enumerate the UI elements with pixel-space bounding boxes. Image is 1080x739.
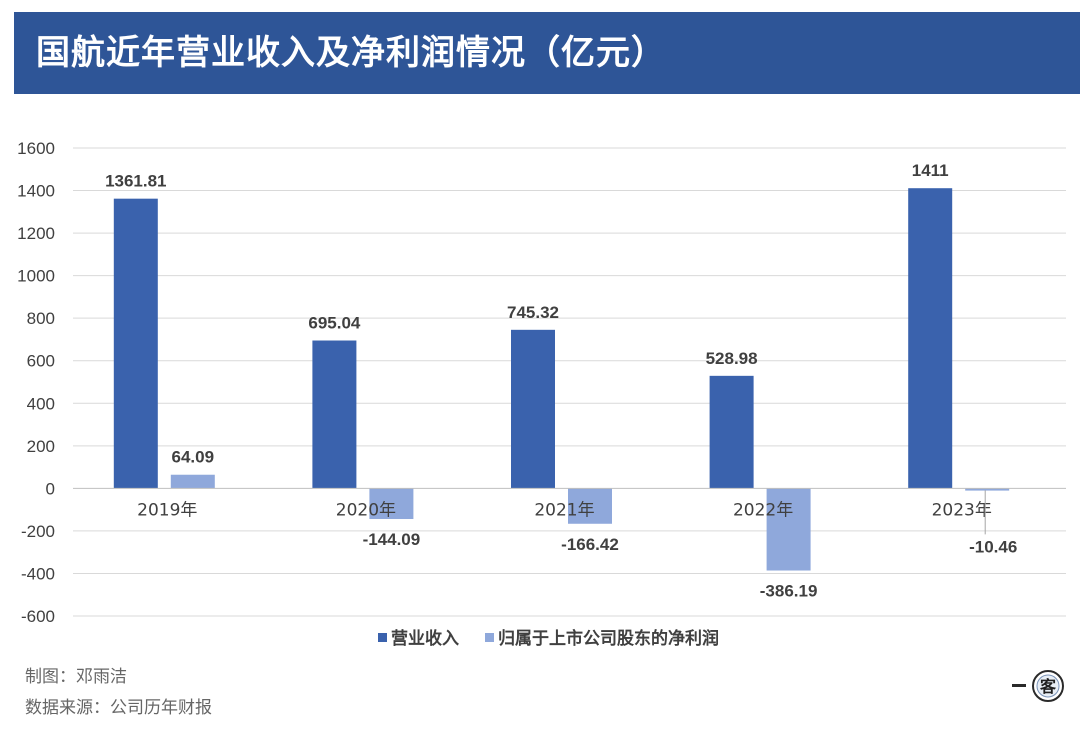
x-tick-label: 2020年 [336, 500, 396, 520]
data-label: 64.09 [172, 448, 215, 467]
bar-revenue [113, 198, 158, 489]
y-tick-label: 400 [27, 394, 55, 413]
data-label: 1361.81 [105, 172, 166, 191]
bar-net-profit [965, 488, 1010, 491]
data-label: 695.04 [308, 314, 361, 333]
bar-chart: 1600 1400 1200 1000 800 600 400 200 0 -200 -400 -60… [17, 139, 1066, 649]
data-source-credit: 数据来源：公司历年财报 [25, 698, 212, 718]
y-tick-label: 1600 [17, 139, 55, 158]
chart-author-credit: 制图：邓雨洁 [25, 667, 127, 687]
y-tick-label: -400 [21, 564, 55, 583]
data-label: 1411 [912, 161, 949, 180]
legend-swatch [485, 633, 494, 642]
y-tick-label: 600 [27, 352, 55, 371]
bar-revenue [709, 375, 754, 489]
logo-character: 客 [1040, 677, 1057, 696]
data-label: -10.46 [969, 537, 1017, 556]
data-label: -386.19 [760, 582, 818, 601]
data-label: 528.98 [706, 349, 758, 368]
data-label: -166.42 [561, 535, 619, 554]
bar-net-profit [369, 488, 414, 520]
bar-net-profit [766, 488, 811, 571]
legend-swatch [378, 633, 387, 642]
bar-net-profit [170, 474, 215, 489]
bar-revenue [511, 329, 555, 489]
y-axis-ticks: 1600 1400 1200 1000 800 600 400 200 0 -200 -400 -60… [17, 139, 55, 626]
legend-label: 归属于上市公司股东的净利润 [498, 628, 719, 649]
gridlines [73, 147, 1066, 617]
data-label: -144.09 [363, 530, 421, 549]
yike-logo-icon: 客 [1012, 668, 1068, 704]
data-label: 745.32 [507, 303, 559, 322]
page-title: 国航近年营业收入及净利润情况（亿元） [36, 33, 666, 73]
y-tick-label: -600 [21, 607, 55, 626]
x-tick-label: 2023年 [932, 500, 992, 520]
data-labels: 1361.81 64.09 695.04 -144.09 745.32 -166.42 52… [105, 161, 1017, 600]
bar-revenue [312, 340, 357, 489]
y-tick-label: 1400 [17, 182, 55, 201]
header-banner: 国航近年营业收入及净利润情况（亿元） [14, 12, 1080, 94]
bars [113, 188, 1010, 571]
y-tick-label: 1200 [17, 224, 55, 243]
bar-revenue [908, 188, 953, 489]
x-tick-label: 2021年 [534, 500, 594, 520]
y-tick-label: 800 [27, 309, 55, 328]
y-tick-label: 0 [46, 479, 55, 498]
legend: 营业收入 归属于上市公司股东的净利润 [378, 628, 719, 649]
legend-label: 营业收入 [391, 628, 459, 649]
y-tick-label: 1000 [17, 267, 55, 286]
bar-net-profit [568, 488, 612, 524]
x-tick-label: 2019年 [137, 500, 197, 520]
y-tick-label: -200 [21, 522, 55, 541]
x-tick-label: 2022年 [733, 500, 793, 520]
x-axis-ticks: 2019年 2020年 2021年 2022年 2023年 [137, 500, 992, 520]
y-tick-label: 200 [27, 437, 55, 456]
